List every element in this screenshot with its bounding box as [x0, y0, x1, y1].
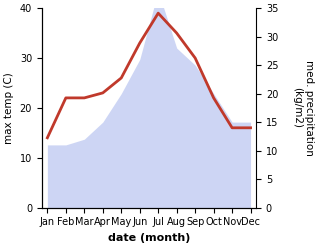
- X-axis label: date (month): date (month): [108, 233, 190, 243]
- Y-axis label: med. precipitation
(kg/m2): med. precipitation (kg/m2): [292, 60, 314, 156]
- Y-axis label: max temp (C): max temp (C): [4, 72, 14, 144]
